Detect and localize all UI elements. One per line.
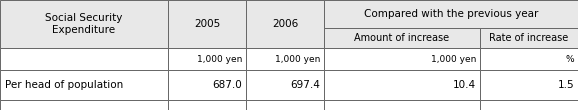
Bar: [480, 48, 578, 70]
Bar: [246, 70, 324, 100]
Text: 1,000 yen: 1,000 yen: [275, 54, 320, 63]
Text: Rate of increase: Rate of increase: [490, 33, 569, 43]
Bar: [168, 48, 246, 70]
Bar: [246, 100, 324, 110]
Text: 1.5: 1.5: [557, 80, 574, 90]
Bar: [0, 48, 168, 70]
Text: 1,000 yen: 1,000 yen: [431, 54, 476, 63]
Text: 10.4: 10.4: [453, 80, 476, 90]
Text: Compared with the previous year: Compared with the previous year: [364, 9, 538, 19]
Bar: [324, 48, 480, 70]
Bar: [168, 0, 246, 48]
Bar: [168, 100, 246, 110]
Text: Per head of population: Per head of population: [5, 80, 123, 90]
Bar: [324, 100, 480, 110]
Text: Amount of increase: Amount of increase: [354, 33, 450, 43]
Bar: [324, 70, 480, 100]
Bar: [0, 70, 168, 100]
Bar: [480, 100, 578, 110]
Text: Social Security
Expenditure: Social Security Expenditure: [45, 13, 123, 35]
Text: 2006: 2006: [272, 19, 298, 29]
Bar: [168, 70, 246, 100]
Bar: [246, 48, 324, 70]
Bar: [0, 100, 168, 110]
Text: 2005: 2005: [194, 19, 220, 29]
Bar: [480, 70, 578, 100]
Bar: [246, 0, 324, 48]
Bar: [480, 28, 578, 48]
Text: 687.0: 687.0: [212, 80, 242, 90]
Bar: [324, 28, 480, 48]
Text: 1,000 yen: 1,000 yen: [197, 54, 242, 63]
Bar: [324, 0, 578, 28]
Text: %: %: [565, 54, 574, 63]
Bar: [0, 0, 168, 48]
Text: 697.4: 697.4: [290, 80, 320, 90]
